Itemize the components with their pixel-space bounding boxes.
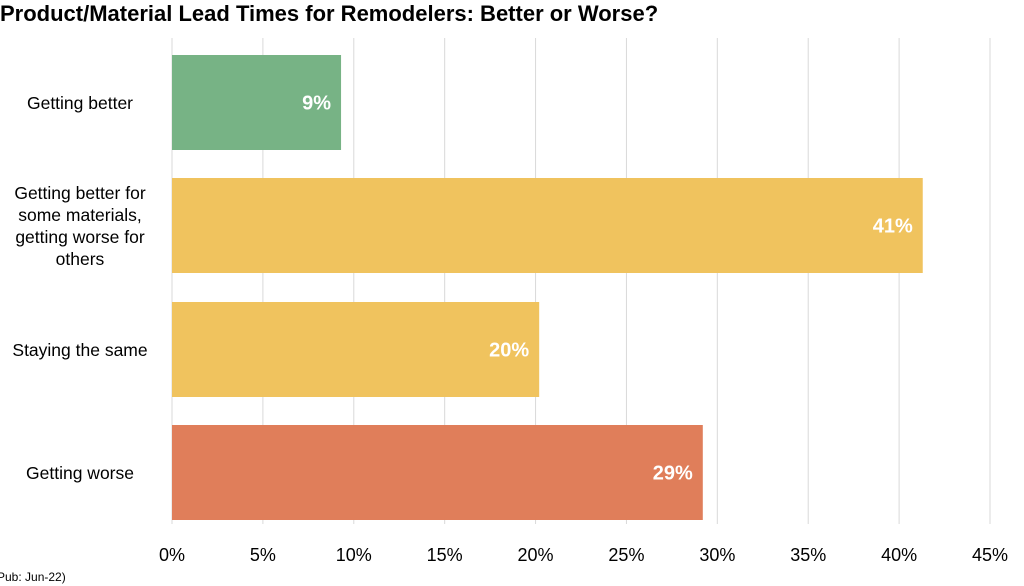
footnote: Pub: Jun-22) xyxy=(0,570,66,584)
x-tick-label: 40% xyxy=(881,545,917,565)
x-tick-label: 25% xyxy=(608,545,644,565)
bar xyxy=(172,55,342,150)
data-label: 41% xyxy=(873,216,913,238)
x-tick-label: 35% xyxy=(790,545,826,565)
bar xyxy=(172,302,540,397)
category-label: Staying the same xyxy=(12,339,148,360)
bars xyxy=(172,55,923,520)
x-tick-label: 0% xyxy=(159,545,185,565)
x-tick-label: 30% xyxy=(699,545,735,565)
data-label: 29% xyxy=(653,463,693,485)
data-labels: 9% 41% 20% 29% xyxy=(302,93,913,485)
data-label: 9% xyxy=(302,93,331,115)
x-tick-label: 15% xyxy=(427,545,463,565)
x-tick-label: 45% xyxy=(972,545,1008,565)
gridlines xyxy=(171,38,991,524)
x-tick-label: 5% xyxy=(250,545,276,565)
x-tick-label: 20% xyxy=(518,545,554,565)
category-label: Getting better for some materials, getti… xyxy=(14,182,146,269)
category-label: Getting worse xyxy=(26,462,134,483)
chart-title: Product/Material Lead Times for Remodele… xyxy=(0,1,659,26)
x-tick-label: 10% xyxy=(336,545,372,565)
bar xyxy=(172,178,923,273)
bar xyxy=(172,425,703,520)
x-axis-tick-labels: 0% 5% 10% 15% 20% 25% 30% 35% 40% 45% xyxy=(159,545,1008,565)
data-label: 20% xyxy=(489,340,529,362)
category-label: Getting better xyxy=(26,92,134,113)
